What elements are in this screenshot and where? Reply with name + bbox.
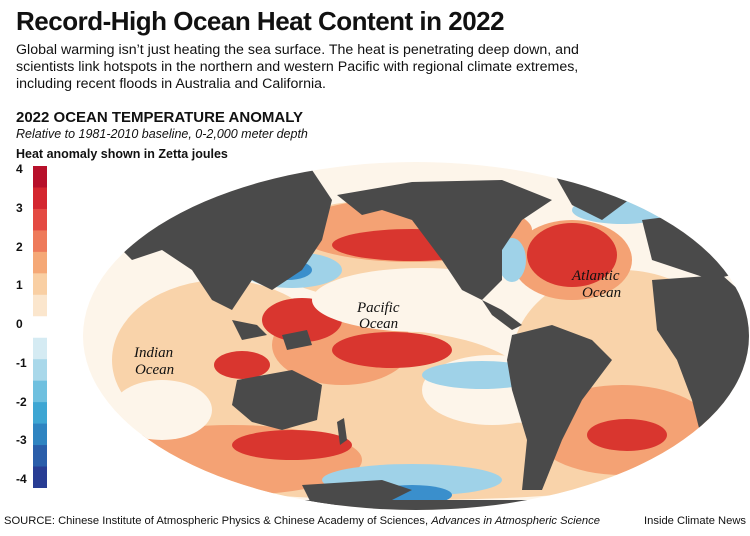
warm-strong-shape [214, 351, 270, 379]
ocean-labels: Pacific Ocean Atlantic Ocean Indian Ocea… [133, 268, 621, 378]
color-scale-tick-label: 2 [16, 239, 23, 254]
color-scale-tick-label: -4 [16, 472, 27, 486]
color-scale-swatch [33, 402, 47, 425]
warm-strong-shape [232, 430, 352, 460]
color-scale-tick-label: -2 [16, 394, 27, 409]
land-shape [507, 325, 612, 490]
color-scale-swatch [33, 466, 47, 488]
pacific-ocean-label-line2: Ocean [359, 316, 398, 332]
color-scale-swatch [33, 423, 47, 446]
neutral-shape [112, 380, 212, 440]
chart-subtitle: Relative to 1981-2010 baseline, 0-2,000 … [16, 127, 308, 141]
source-note: SOURCE: Chinese Institute of Atmospheric… [4, 515, 600, 527]
warm-shape [612, 470, 749, 510]
color-scale-tick-label: 1 [16, 278, 23, 293]
color-scale-swatch [33, 337, 47, 360]
color-scale-tick-label: 4 [16, 162, 23, 176]
anomaly-warm-strong-regions [214, 223, 667, 460]
indian-ocean-label-line2: Ocean [135, 362, 174, 378]
color-scale-swatch [33, 187, 47, 210]
land-shape [482, 300, 522, 330]
page-title: Record-High Ocean Heat Content in 2022 [16, 6, 505, 36]
land-shape [282, 330, 312, 350]
color-scale-bar [33, 166, 47, 488]
color-scale-swatch [33, 166, 47, 188]
warm-strong-shape [587, 419, 667, 451]
color-scale-swatch [33, 251, 47, 274]
color-scale-swatch [33, 359, 47, 382]
chart-title: 2022 OCEAN TEMPERATURE ANOMALY [16, 109, 303, 126]
color-scale-swatch [33, 208, 47, 231]
color-scale-tick-label: -3 [16, 433, 27, 448]
color-scale-tick-label: 3 [16, 200, 23, 215]
land-shape [337, 180, 552, 300]
land-shape [232, 320, 267, 340]
color-scale-swatch [33, 316, 47, 339]
color-scale-swatch [33, 380, 47, 403]
color-scale-swatch [33, 230, 47, 253]
color-scale-tick-label: -1 [16, 355, 27, 370]
legend-title: Heat anomaly shown in Zetta joules [16, 147, 228, 161]
atlantic-ocean-label-line2: Ocean [582, 285, 621, 301]
land-shape [232, 370, 322, 430]
cool-shape [498, 238, 526, 282]
land-shape [302, 480, 412, 505]
land-shape [83, 500, 749, 510]
land-shape [337, 418, 347, 445]
warm-strong-shape [332, 332, 452, 368]
color-scale-swatch [33, 445, 47, 468]
source-journal: Advances in Atmospheric Science [431, 515, 600, 527]
indian-ocean-label-line1: Indian [133, 345, 173, 361]
warm-strong-shape [527, 223, 617, 287]
atlantic-ocean-label-line1: Atlantic [571, 268, 620, 284]
credit: Inside Climate News [644, 515, 746, 527]
pacific-ocean-label-line1: Pacific [356, 300, 400, 316]
page-subtitle: Global warming isn’t just heating the se… [16, 42, 579, 92]
ocean-heat-map: Pacific Ocean Atlantic Ocean Indian Ocea… [83, 162, 749, 510]
color-scale-swatch [33, 273, 47, 296]
color-scale-tick-label: 0 [16, 317, 23, 331]
land-shape [652, 275, 749, 440]
color-scale-swatch [33, 294, 47, 317]
